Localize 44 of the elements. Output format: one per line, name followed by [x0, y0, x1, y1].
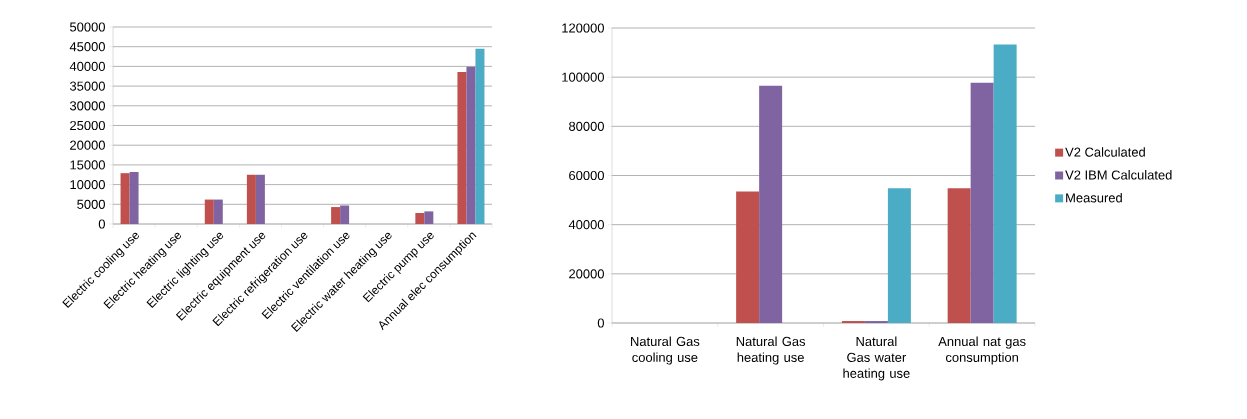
legend-label: Measured [1066, 192, 1122, 203]
bar [457, 71, 467, 224]
x-tick-label: Natural Gas cooling use [631, 336, 700, 365]
bar [415, 212, 425, 224]
x-tick-label: Natural Gas water heating use [843, 336, 910, 381]
y-tick-label: 40000 [568, 220, 604, 230]
bar [246, 174, 256, 224]
y-tick-label: 40000 [69, 61, 105, 71]
y-tick-label: 100000 [562, 72, 604, 82]
y-tick-label: 5000 [77, 199, 105, 209]
bar [331, 207, 341, 224]
y-tick-label: 60000 [569, 170, 604, 181]
y-tick-label: 50000 [69, 22, 105, 32]
y-tick-label: 15000 [70, 160, 105, 170]
y-tick-label: 120000 [562, 23, 604, 33]
bar [759, 85, 783, 323]
bar [736, 191, 760, 323]
bar [129, 171, 139, 224]
bar [340, 205, 350, 224]
y-tick-label: 25000 [70, 120, 105, 131]
y-tick-label: 80000 [569, 121, 604, 131]
bar [213, 199, 223, 224]
y-tick-label: 45000 [69, 42, 105, 52]
bar [887, 188, 911, 323]
y-tick-label: 35000 [69, 81, 105, 91]
bar [424, 211, 434, 224]
bar [970, 82, 994, 323]
y-tick-label: 20000 [70, 140, 105, 150]
y-tick-label: 30000 [69, 101, 105, 111]
x-tick-label: Natural Gas heating use [736, 336, 806, 365]
bar [255, 174, 265, 224]
x-tick-label: Annual nat gas consumption [938, 336, 1026, 365]
bar [947, 188, 971, 323]
legend-label: V2 Calculated [1065, 147, 1145, 157]
bar [204, 199, 214, 224]
bar [466, 66, 476, 224]
bar [120, 173, 130, 224]
legend-label: V2 IBM Calculated [1065, 170, 1172, 180]
bar [475, 48, 485, 224]
y-tick-label: 0 [98, 219, 105, 229]
y-tick-label: 0 [597, 318, 604, 328]
y-tick-label: 10000 [70, 180, 105, 190]
bar [993, 44, 1017, 323]
y-tick-label: 20000 [569, 269, 604, 279]
